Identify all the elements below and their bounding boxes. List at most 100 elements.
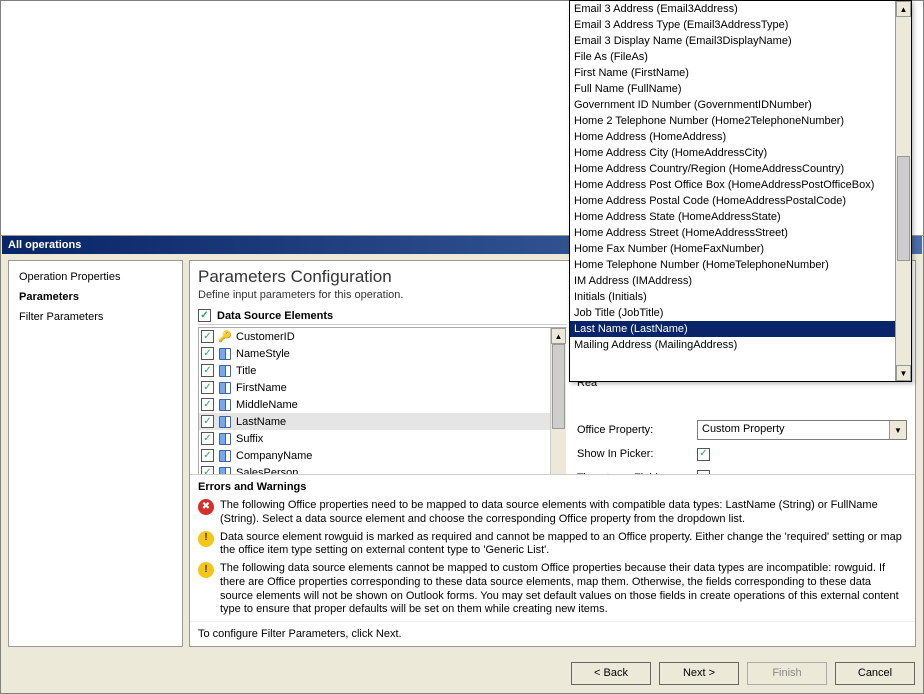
back-button[interactable]: < Back	[571, 662, 651, 685]
ds-element-label: MiddleName	[236, 399, 298, 411]
scroll-down-icon[interactable]: ▼	[896, 365, 911, 381]
warning-icon	[198, 531, 214, 547]
ds-element-row[interactable]: FirstName	[199, 379, 550, 396]
dropdown-item[interactable]: Home Address City (HomeAddressCity)	[570, 145, 911, 161]
ds-header-label: Data Source Elements	[217, 310, 333, 322]
ds-element-label: FirstName	[236, 382, 287, 394]
ds-element-checkbox[interactable]	[201, 466, 214, 474]
finish-button: Finish	[747, 662, 827, 685]
field-icon	[218, 347, 232, 361]
ds-element-row[interactable]: CompanyName	[199, 447, 550, 464]
ds-element-checkbox[interactable]	[201, 347, 214, 360]
error-icon: ✖	[198, 499, 214, 515]
ds-element-checkbox[interactable]	[201, 330, 214, 343]
dropdown-item[interactable]: Email 3 Address (Email3Address)	[570, 1, 911, 17]
dropdown-item[interactable]: Home 2 Telephone Number (Home2TelephoneN…	[570, 113, 911, 129]
key-icon: 🔑	[218, 330, 232, 344]
ds-header: Data Source Elements	[198, 307, 567, 325]
ds-element-label: LastName	[236, 416, 286, 428]
ds-list[interactable]: 🔑 CustomerID NameStyle Title FirstName Middle…	[198, 327, 567, 474]
dropdown-item[interactable]: Home Fax Number (HomeFaxNumber)	[570, 241, 911, 257]
wizard-window: All operations Operation PropertiesParam…	[0, 0, 924, 694]
ds-scrollbar[interactable]: ▲ ▼	[550, 328, 566, 474]
dropdown-item[interactable]: Home Telephone Number (HomeTelephoneNumb…	[570, 257, 911, 273]
ds-element-checkbox[interactable]	[201, 364, 214, 377]
ds-element-label: CustomerID	[236, 331, 295, 343]
cancel-button[interactable]: Cancel	[835, 662, 915, 685]
ds-element-row[interactable]: LastName	[199, 413, 550, 430]
ds-element-label: CompanyName	[236, 450, 312, 462]
ds-element-row[interactable]: Suffix	[199, 430, 550, 447]
dropdown-item[interactable]: Home Address Post Office Box (HomeAddres…	[570, 177, 911, 193]
nav-item[interactable]: Operation Properties	[9, 267, 182, 287]
error-text: The following Office properties need to …	[220, 499, 907, 527]
dropdown-item[interactable]: Job Title (JobTitle)	[570, 305, 911, 321]
dropdown-item[interactable]: File As (FileAs)	[570, 49, 911, 65]
ds-element-row[interactable]: 🔑 CustomerID	[199, 328, 550, 345]
dropdown-item[interactable]: Home Address Street (HomeAddressStreet)	[570, 225, 911, 241]
ds-element-checkbox[interactable]	[201, 415, 214, 428]
field-icon	[218, 415, 232, 429]
ds-element-checkbox[interactable]	[201, 381, 214, 394]
field-icon	[218, 398, 232, 412]
field-icon	[218, 381, 232, 395]
ds-element-checkbox[interactable]	[201, 432, 214, 445]
error-row: Data source element rowguid is marked as…	[198, 529, 907, 561]
dropdown-item[interactable]: Full Name (FullName)	[570, 81, 911, 97]
dropdown-item[interactable]: Government ID Number (GovernmentIDNumber…	[570, 97, 911, 113]
dropdown-item[interactable]: Home Address (HomeAddress)	[570, 129, 911, 145]
ds-element-label: NameStyle	[236, 348, 290, 360]
show-in-picker-checkbox[interactable]	[697, 448, 710, 461]
errors-title: Errors and Warnings	[198, 479, 907, 497]
dropdown-scrollbar[interactable]: ▲ ▼	[895, 1, 911, 381]
config-subtitle: Define input parameters for this operati…	[198, 289, 567, 301]
office-property-value: Custom Property	[698, 421, 889, 439]
property-rows: Office Property: Custom Property ▼ Show …	[577, 418, 907, 474]
warning-icon	[198, 562, 214, 578]
scroll-thumb[interactable]	[552, 344, 565, 429]
field-icon	[218, 449, 232, 463]
ds-element-row[interactable]: Title	[199, 362, 550, 379]
footer-hint: To configure Filter Parameters, click Ne…	[190, 621, 915, 646]
dropdown-item[interactable]: Home Address Country/Region (HomeAddress…	[570, 161, 911, 177]
dropdown-item[interactable]: IM Address (IMAddress)	[570, 273, 911, 289]
dropdown-item[interactable]: Initials (Initials)	[570, 289, 911, 305]
nav-panel: Operation PropertiesParametersFilter Par…	[8, 260, 183, 647]
ds-header-checkbox[interactable]	[198, 309, 211, 322]
dropdown-item[interactable]: Email 3 Address Type (Email3AddressType)	[570, 17, 911, 33]
ds-element-row[interactable]: NameStyle	[199, 345, 550, 362]
next-button[interactable]: Next >	[659, 662, 739, 685]
error-text: Data source element rowguid is marked as…	[220, 531, 907, 559]
show-in-picker-label: Show In Picker:	[577, 448, 697, 460]
office-property-combobox[interactable]: Custom Property ▼	[697, 420, 907, 440]
nav-item[interactable]: Filter Parameters	[9, 307, 182, 327]
dropdown-item[interactable]: Mailing Address (MailingAddress)	[570, 337, 911, 353]
ds-element-row[interactable]: SalesPerson	[199, 464, 550, 474]
field-icon	[218, 364, 232, 378]
dropdown-item[interactable]: First Name (FirstName)	[570, 65, 911, 81]
dropdown-item[interactable]: Email 3 Display Name (Email3DisplayName)	[570, 33, 911, 49]
ds-element-checkbox[interactable]	[201, 449, 214, 462]
scroll-up-icon[interactable]: ▲	[551, 328, 566, 344]
scroll-thumb[interactable]	[897, 156, 910, 260]
nav-item[interactable]: Parameters	[9, 287, 182, 307]
ds-element-row[interactable]: MiddleName	[199, 396, 550, 413]
ds-element-label: Title	[236, 365, 256, 377]
error-row: ✖ The following Office properties need to…	[198, 497, 907, 529]
errors-panel: Errors and Warnings ✖ The following Offic…	[190, 474, 915, 621]
ds-element-checkbox[interactable]	[201, 398, 214, 411]
office-property-dropdown[interactable]: Email 3 Address (Email3Address)Email 3 A…	[569, 0, 912, 382]
field-icon	[218, 466, 232, 475]
chevron-down-icon[interactable]: ▼	[889, 421, 906, 439]
dropdown-item[interactable]: Last Name (LastName)	[570, 321, 911, 337]
dropdown-item[interactable]: Home Address Postal Code (HomeAddressPos…	[570, 193, 911, 209]
dropdown-item[interactable]: Home Address State (HomeAddressState)	[570, 209, 911, 225]
error-row: The following data source elements canno…	[198, 560, 907, 619]
config-left: Parameters Configuration Define input pa…	[198, 267, 567, 474]
error-text: The following data source elements canno…	[220, 562, 907, 617]
field-icon	[218, 432, 232, 446]
ds-element-label: SalesPerson	[236, 467, 298, 475]
button-bar: < Back Next > Finish Cancel	[571, 662, 915, 685]
scroll-up-icon[interactable]: ▲	[896, 1, 911, 17]
office-property-label: Office Property:	[577, 424, 697, 436]
